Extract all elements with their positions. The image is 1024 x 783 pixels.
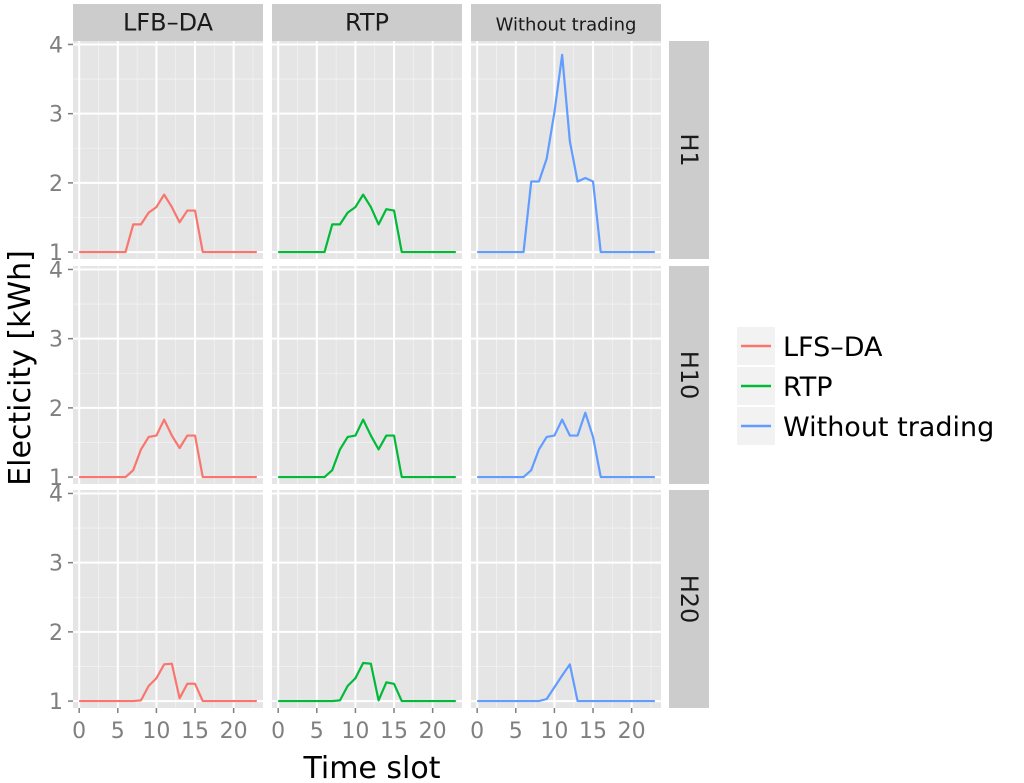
panel-background [73, 490, 263, 708]
y-tick-label: 1 [49, 690, 63, 715]
facet-strips: LFB–DA RTP Without trading H1 H10 H20 [73, 4, 709, 708]
y-tick-label: 3 [49, 328, 63, 353]
panel-background [471, 266, 661, 484]
panel-H1-1 [272, 41, 462, 259]
y-tick-label: 4 [49, 482, 63, 507]
column-strip-bg [73, 4, 263, 41]
x-tick-label: 15 [181, 719, 209, 744]
panel-background [272, 266, 462, 484]
panel-background [471, 41, 661, 259]
row-strip-bg [669, 41, 709, 259]
series-line-H10-2 [477, 411, 655, 479]
column-strip-label: LFB–DA [123, 9, 214, 37]
row-strip-bg [669, 490, 709, 708]
x-axis-title: Time slot [302, 751, 440, 783]
series-line-H20-0 [79, 662, 257, 703]
legend: LFS–DA RTP Without trading [737, 327, 994, 445]
panel-background [272, 490, 462, 708]
y-tick-label: 2 [49, 397, 63, 422]
x-tick-label: 15 [579, 719, 607, 744]
x-tick-label: 0 [72, 719, 86, 744]
column-strip-bg [272, 4, 462, 41]
x-tick-label: 20 [220, 719, 248, 744]
y-tick-label: 1 [49, 241, 63, 266]
panel-H10-0 [73, 266, 263, 484]
legend-label: Without trading [783, 412, 994, 443]
x-tick-label: 5 [509, 719, 523, 744]
panel-background [73, 41, 263, 259]
panel-H10-2 [471, 266, 661, 484]
x-tick-label: 5 [310, 719, 324, 744]
x-tick-label: 20 [419, 719, 447, 744]
legend-label: LFS–DA [783, 332, 883, 363]
series-line-H1-2 [477, 53, 655, 254]
y-tick-label: 4 [49, 258, 63, 283]
series-line-H20-2 [477, 663, 655, 703]
legend-label: RTP [783, 372, 833, 403]
row-strip-bg [669, 266, 709, 484]
x-tick-label: 10 [341, 719, 369, 744]
x-tick-label: 5 [111, 719, 125, 744]
panel-H1-2 [471, 41, 661, 259]
series-line-H1-1 [278, 193, 456, 254]
series-line-H10-0 [79, 418, 257, 479]
y-tick-label: 2 [49, 172, 63, 197]
x-tick-label: 20 [618, 719, 646, 744]
x-tick-label: 0 [470, 719, 484, 744]
column-strip-bg [471, 4, 661, 41]
row-strip-label: H20 [675, 575, 703, 624]
y-tick-label: 2 [49, 621, 63, 646]
x-tick-labels: 0 5 10 15 20 0 5 10 15 20 0 5 10 15 20 [72, 708, 646, 744]
x-tick-label: 0 [271, 719, 285, 744]
facet-panels [73, 41, 661, 708]
panel-H20-1 [272, 490, 462, 708]
y-axis-title: Electicity [kWh] [3, 250, 38, 486]
row-strip-label: H10 [675, 351, 703, 400]
panel-H1-0 [73, 41, 263, 259]
y-tick-label: 1 [49, 466, 63, 491]
y-tick-label: 3 [49, 103, 63, 128]
x-tick-label: 15 [380, 719, 408, 744]
panel-H20-0 [73, 490, 263, 708]
x-tick-label: 10 [142, 719, 170, 744]
column-strip-label: RTP [345, 9, 389, 37]
series-line-H10-1 [278, 418, 456, 479]
panel-H20-2 [471, 490, 661, 708]
panel-background [73, 266, 263, 484]
x-tick-label: 10 [540, 719, 568, 744]
panel-background [272, 41, 462, 259]
series-line-H1-0 [79, 193, 257, 254]
y-tick-label: 3 [49, 552, 63, 577]
column-strip-label: Without trading [496, 15, 637, 36]
panel-H10-1 [272, 266, 462, 484]
y-tick-label: 4 [49, 33, 63, 58]
row-strip-label: H1 [675, 133, 703, 166]
series-line-H20-1 [278, 661, 456, 703]
